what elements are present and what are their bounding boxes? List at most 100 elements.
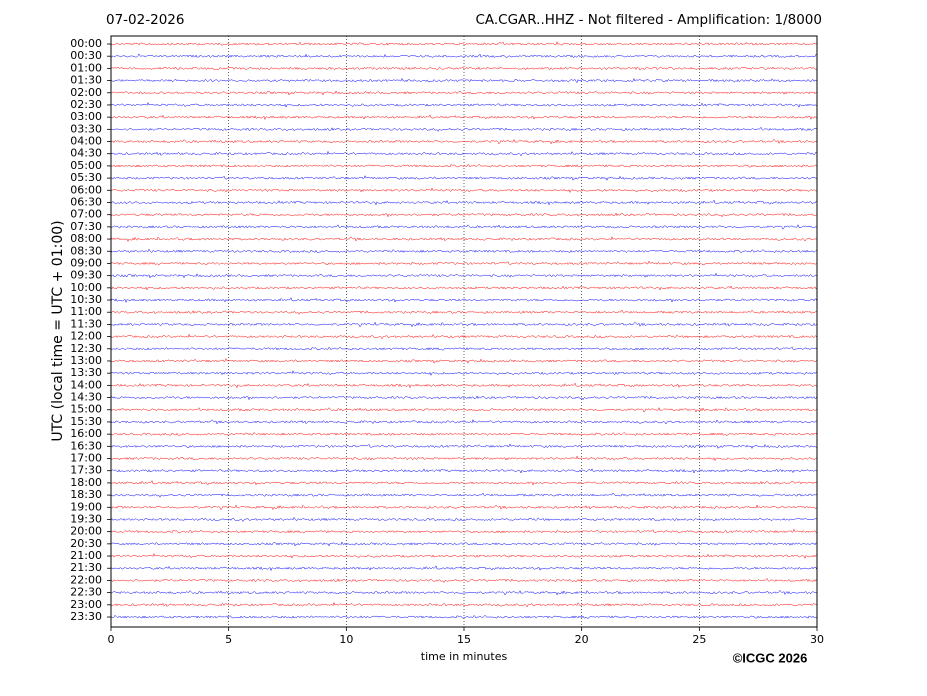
trace bbox=[110, 321, 818, 328]
trace bbox=[110, 260, 818, 266]
y-tick-label: 16:00 bbox=[70, 427, 102, 440]
y-tick-label: 22:00 bbox=[70, 573, 102, 586]
y-axis-label: UTC (local time = UTC + 01:00) bbox=[50, 220, 66, 441]
y-tick-label: 13:00 bbox=[70, 354, 102, 367]
y-tick-label: 13:30 bbox=[70, 366, 102, 379]
trace bbox=[110, 101, 818, 108]
y-tick-label: 18:30 bbox=[70, 488, 102, 501]
trace bbox=[110, 199, 818, 206]
trace bbox=[110, 285, 818, 291]
y-tick-label: 06:00 bbox=[70, 183, 102, 196]
y-tick-label: 16:30 bbox=[70, 439, 102, 452]
y-tick-label: 18:00 bbox=[70, 476, 102, 489]
trace bbox=[110, 565, 818, 572]
trace bbox=[110, 601, 818, 608]
trace bbox=[110, 443, 818, 450]
y-tick-label: 17:00 bbox=[70, 452, 102, 465]
trace bbox=[110, 395, 818, 401]
trace bbox=[110, 492, 818, 498]
trace bbox=[110, 175, 818, 181]
trace bbox=[110, 248, 818, 253]
trace bbox=[110, 272, 818, 279]
trace bbox=[110, 516, 818, 522]
x-tick-label: 10 bbox=[339, 633, 353, 646]
y-tick-label: 21:30 bbox=[70, 561, 102, 574]
y-tick-label: 17:30 bbox=[70, 464, 102, 477]
y-tick-label: 12:00 bbox=[70, 330, 102, 343]
copyright: ©ICGC 2026 bbox=[733, 650, 808, 665]
trace bbox=[110, 541, 818, 547]
y-tick-label: 15:30 bbox=[70, 415, 102, 428]
trace bbox=[110, 431, 818, 437]
y-tick-label: 03:30 bbox=[70, 122, 102, 135]
y-tick-label: 06:30 bbox=[70, 195, 102, 208]
trace bbox=[110, 382, 818, 389]
y-tick-label: 02:30 bbox=[70, 98, 102, 111]
y-tick-label: 11:00 bbox=[70, 305, 102, 318]
trace bbox=[110, 528, 818, 534]
trace bbox=[110, 212, 818, 218]
y-tick-label: 10:30 bbox=[70, 293, 102, 306]
trace bbox=[110, 53, 818, 58]
x-tick-label: 25 bbox=[692, 633, 706, 646]
trace bbox=[110, 504, 818, 511]
y-tick-label: 10:00 bbox=[70, 281, 102, 294]
y-tick-label: 15:00 bbox=[70, 403, 102, 416]
y-tick-label: 00:00 bbox=[70, 37, 102, 50]
y-tick-label: 00:30 bbox=[70, 49, 102, 62]
y-tick-label: 05:00 bbox=[70, 159, 102, 172]
trace bbox=[110, 138, 818, 145]
y-tick-label: 08:00 bbox=[70, 232, 102, 245]
trace bbox=[110, 66, 818, 71]
x-tick-label: 15 bbox=[457, 633, 471, 646]
y-tick-label: 03:00 bbox=[70, 110, 102, 123]
trace bbox=[110, 553, 818, 559]
y-tick-label: 04:30 bbox=[70, 147, 102, 160]
x-tick-label: 20 bbox=[575, 633, 589, 646]
trace bbox=[110, 236, 818, 243]
trace bbox=[110, 480, 818, 486]
y-tick-label: 12:30 bbox=[70, 342, 102, 355]
y-tick-label: 01:30 bbox=[70, 74, 102, 87]
plot-frame bbox=[110, 35, 818, 628]
y-tick-label: 20:30 bbox=[70, 537, 102, 550]
y-tick-label: 02:00 bbox=[70, 86, 102, 99]
trace bbox=[110, 77, 818, 84]
trace bbox=[110, 370, 817, 376]
y-tick-label: 07:00 bbox=[70, 208, 102, 221]
trace bbox=[110, 163, 818, 168]
trace bbox=[110, 589, 818, 596]
x-tick-label: 5 bbox=[225, 633, 232, 646]
trace bbox=[110, 455, 818, 462]
x-axis-label: time in minutes bbox=[421, 650, 508, 663]
y-tick-label: 05:30 bbox=[70, 171, 102, 184]
x-tick-label: 30 bbox=[810, 633, 824, 646]
y-tick-label: 11:30 bbox=[70, 317, 102, 330]
trace bbox=[110, 357, 818, 364]
y-tick-label: 01:00 bbox=[70, 61, 102, 74]
y-tick-label: 04:00 bbox=[70, 135, 102, 148]
y-tick-label: 23:00 bbox=[70, 598, 102, 611]
trace bbox=[110, 577, 818, 584]
x-tick-label: 0 bbox=[108, 633, 115, 646]
y-tick-label: 09:30 bbox=[70, 269, 102, 282]
y-tick-label: 14:30 bbox=[70, 391, 102, 404]
y-tick-label: 20:00 bbox=[70, 525, 102, 538]
trace bbox=[110, 407, 818, 413]
y-tick-label: 14:00 bbox=[70, 378, 102, 391]
trace bbox=[110, 150, 818, 157]
trace bbox=[110, 468, 818, 474]
y-tick-label: 19:30 bbox=[70, 512, 102, 525]
trace bbox=[110, 126, 818, 132]
trace bbox=[110, 90, 818, 96]
y-tick-label: 21:00 bbox=[70, 549, 102, 562]
trace bbox=[110, 333, 818, 340]
trace bbox=[110, 309, 818, 315]
y-tick-label: 22:30 bbox=[70, 586, 102, 599]
y-tick-label: 19:00 bbox=[70, 500, 102, 513]
trace bbox=[110, 187, 818, 194]
trace bbox=[110, 418, 818, 425]
date: 07-02-2026 bbox=[106, 12, 184, 28]
trace bbox=[110, 297, 818, 304]
